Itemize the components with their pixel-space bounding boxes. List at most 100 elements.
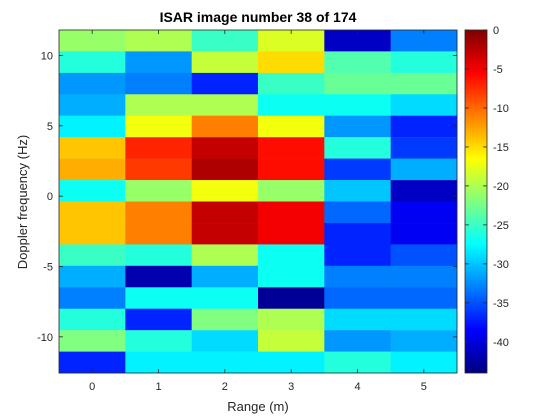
heatmap-cell [390,223,458,245]
heatmap-cell [125,330,192,352]
heatmap-cell [324,72,391,95]
heatmap-cell [191,30,259,52]
colorbar-tick-label: 0 [493,25,499,37]
heatmap-cell [125,30,192,52]
colorbar-tick-label: -35 [493,298,509,310]
heatmap-cell [324,158,391,181]
heatmap-cell [59,308,126,331]
heatmap-cell [390,158,458,181]
y-tick-label: 0 [47,191,53,203]
x-axis-label: Range (m) [227,399,288,414]
heatmap-cell [191,351,259,374]
heatmap-cell [59,180,126,202]
heatmap-cell [390,137,458,159]
heatmap-cell [125,158,192,181]
heatmap-cell [390,30,458,52]
heatmap-cell [125,201,192,224]
heatmap-cell [59,265,126,288]
heatmap-cell [390,308,458,331]
heatmap-cell [125,180,192,202]
x-tick-label: 3 [288,381,294,393]
heatmap-cell [191,265,259,288]
heatmap-cell [59,223,126,245]
heatmap-cell [125,287,192,309]
x-axis-ticks: 0 1 2 3 4 5 [89,30,427,393]
colorbar-tick-label: -30 [493,259,509,271]
heatmap-cell [59,115,126,138]
colorbar-tick-label: -10 [493,103,509,115]
heatmap-cell [59,351,126,374]
colorbar-tick-label: -40 [493,337,509,349]
plot-frame [58,29,458,374]
heatmap-cell [324,180,391,202]
heatmap-cell [258,72,325,95]
heatmap-cell [125,351,192,374]
heatmap-cell [324,223,391,245]
heatmap-cell [258,330,325,352]
heatmap-cell [59,30,126,52]
heatmap-cell [258,308,325,331]
x-tick-label: 1 [155,381,161,393]
colorbar [464,29,488,374]
heatmap-cell [324,94,391,116]
heatmap-cell [258,287,325,309]
heatmap-cell [59,287,126,309]
colorbar-tick-label: -25 [493,220,509,232]
heatmap-cell [390,180,458,202]
heatmap-cells [59,30,458,374]
heatmap-cell [324,265,391,288]
heatmap-cell [191,330,259,352]
heatmap-cell [191,201,259,224]
heatmap-cell [59,94,126,116]
colorbar-tick-label: -5 [493,64,503,76]
heatmap-cell [258,351,325,374]
heatmap-cell [258,51,325,74]
heatmap-cell [191,94,259,116]
colorbar-tick-label: -20 [493,181,509,193]
x-tick-label: 2 [222,381,228,393]
heatmap-cell [324,115,391,138]
heatmap-cell [390,51,458,74]
heatmap-cell [59,244,126,267]
heatmap-cell [191,244,259,267]
heatmap-cell [258,180,325,202]
heatmap-cell [125,244,192,267]
heatmap-cell [324,244,391,267]
heatmap-cell [125,51,192,74]
heatmap-cell [390,201,458,224]
heatmap-cell [59,158,126,181]
heatmap-cell [324,51,391,74]
x-tick-label: 0 [89,381,95,393]
heatmap-cell [125,223,192,245]
heatmap-cell [59,137,126,159]
heatmap-cell [191,115,259,138]
x-tick-label: 5 [421,381,427,393]
heatmap-cell [390,72,458,95]
heatmap-cell [191,72,259,95]
heatmap-cell [390,287,458,309]
heatmap-cell [191,137,259,159]
heatmap-cell [258,265,325,288]
heatmap-cell [59,51,126,74]
heatmap-cell [191,158,259,181]
y-tick-label: -10 [37,332,53,344]
heatmap-cell [390,330,458,352]
heatmap-cell [191,223,259,245]
heatmap-cell [125,265,192,288]
heatmap-cell [390,244,458,267]
heatmap-cell [191,308,259,331]
y-tick-label: 5 [47,121,53,133]
heatmap-cell [258,30,325,52]
heatmap-cell [191,287,259,309]
heatmap-cell [59,201,126,224]
heatmap-cell [191,180,259,202]
heatmap-cell [258,201,325,224]
heatmap-cell [324,287,391,309]
colorbar-tick-label: -15 [493,142,509,154]
heatmap-cell [125,115,192,138]
heatmap-cell [390,94,458,116]
heatmap-cell [59,72,126,95]
heatmap-cell [258,244,325,267]
heatmap-cell [258,94,325,116]
colorbar-ticks: 0 -5 -10 -15 -20 -25 -30 -35 -40 [465,25,509,349]
